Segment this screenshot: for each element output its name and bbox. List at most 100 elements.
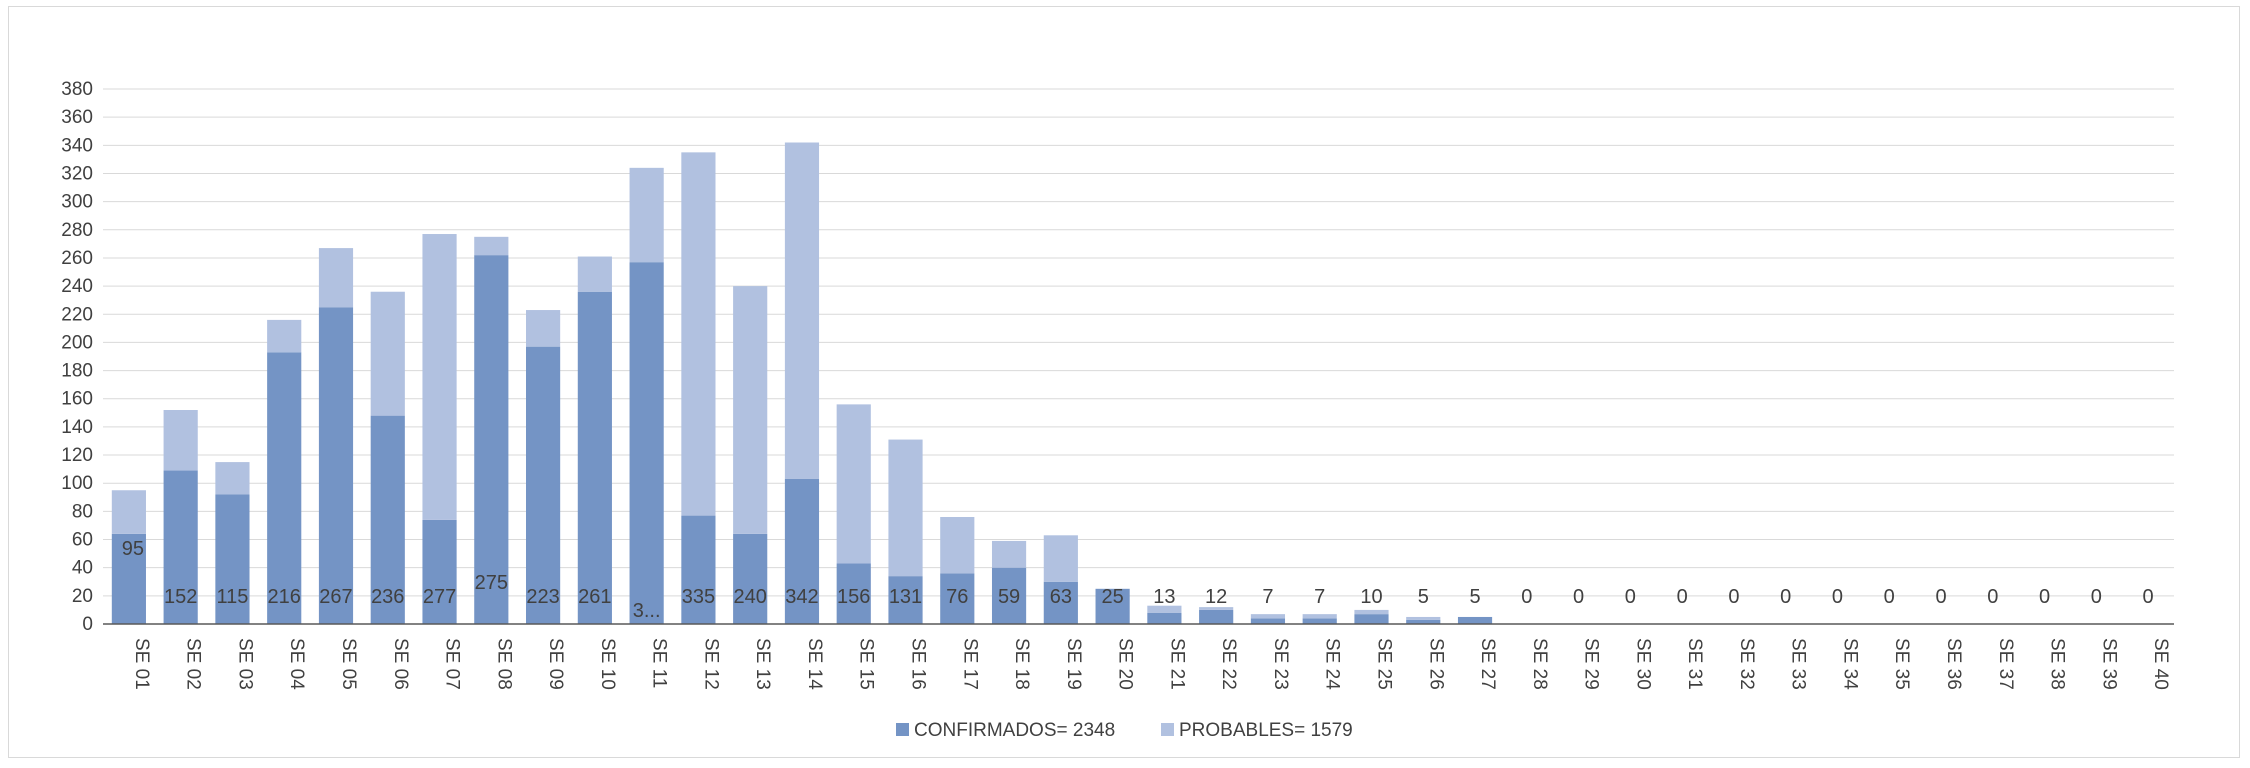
bar-confirmados (784, 478, 820, 624)
x-tick-label: SE 03 (234, 638, 255, 690)
x-tick-label: SE 18 (1011, 638, 1032, 690)
bar-confirmados (1043, 581, 1078, 624)
y-tick-label: 280 (61, 220, 93, 241)
stacked-bar-chart: 0204060801001201401601802002202402602803… (61, 79, 2174, 741)
data-label: 0 (1935, 586, 1946, 608)
bar-confirmados (215, 494, 250, 624)
bar-probables (1250, 614, 1286, 619)
bar-confirmados (318, 307, 354, 624)
data-label: 0 (1728, 586, 1739, 608)
bar-probables (1354, 609, 1389, 615)
y-tick-label: 220 (61, 304, 93, 325)
bar-probables (370, 291, 405, 416)
data-label: 63 (1050, 586, 1072, 608)
x-axis-tick-labels: SE 01 SE 02 SE 03 SE 04 SE 05 SE 06 SE 07 SE 08… (131, 638, 2171, 690)
x-tick-label: SE 17 (959, 638, 980, 690)
bar-probables (267, 319, 302, 353)
data-labels: 95 152 115 216 267 236 277 275 223 261 3... 335 240 3… (122, 538, 2154, 622)
x-tick-label: SE 31 (1684, 638, 1705, 690)
x-tick-label: SE 39 (2098, 638, 2119, 690)
x-tick-label: SE 24 (1322, 638, 1343, 690)
y-tick-label: 180 (61, 361, 93, 382)
data-label: 115 (216, 586, 248, 608)
bar-probables (111, 490, 146, 534)
bar-confirmados (111, 533, 146, 624)
x-tick-label: SE 27 (1477, 638, 1498, 690)
bar-confirmados (163, 470, 198, 624)
data-label: 10 (1360, 586, 1382, 608)
bar-probables (526, 310, 561, 347)
y-tick-label: 80 (72, 501, 93, 522)
bar-confirmados (836, 563, 871, 624)
y-tick-label: 40 (72, 558, 93, 579)
y-tick-label: 20 (72, 586, 93, 607)
bar-probables (1302, 614, 1337, 619)
data-label: 7 (1262, 586, 1273, 608)
x-tick-label: SE 05 (338, 638, 359, 690)
data-label: 0 (1780, 586, 1791, 608)
data-label: 95 (122, 538, 144, 560)
y-tick-label: 60 (72, 530, 93, 551)
bar-confirmados (1095, 588, 1130, 624)
y-axis-tick-labels: 0 20 40 60 80 100 120 140 160 180 200 220 240 260 280 3… (61, 79, 93, 635)
y-tick-label: 340 (61, 135, 93, 156)
x-tick-label: SE 10 (597, 638, 618, 690)
y-tick-label: 0 (82, 614, 93, 635)
x-tick-label: SE 13 (752, 638, 773, 690)
y-tick-label: 380 (61, 79, 93, 100)
data-label: 3... (633, 600, 661, 622)
data-label: 0 (1521, 586, 1532, 608)
y-tick-label: 240 (61, 276, 93, 297)
gridlines (103, 88, 2174, 597)
bar-probables (836, 404, 871, 564)
data-label: 236 (371, 586, 404, 608)
y-tick-label: 140 (61, 417, 93, 438)
data-label: 261 (578, 586, 611, 608)
y-tick-label: 320 (61, 163, 93, 184)
bar-confirmados (577, 291, 612, 624)
x-tick-label: SE 21 (1166, 638, 1187, 690)
x-tick-label: SE 01 (131, 638, 152, 690)
x-tick-label: SE 06 (390, 638, 411, 690)
x-tick-label: SE 15 (856, 638, 877, 690)
bar-probables (215, 462, 250, 495)
data-label: 131 (889, 586, 922, 608)
x-tick-label: SE 25 (1373, 638, 1394, 690)
data-label: 12 (1205, 586, 1227, 608)
x-tick-label: SE 14 (804, 638, 825, 690)
data-label: 0 (1573, 586, 1584, 608)
bar-confirmados (681, 515, 716, 624)
data-label: 156 (837, 586, 870, 608)
bar-probables (888, 439, 923, 577)
x-tick-label: SE 16 (908, 638, 929, 690)
bar-confirmados (526, 346, 561, 624)
data-label: 152 (164, 586, 197, 608)
data-label: 0 (1884, 586, 1895, 608)
legend-label-confirmados: CONFIRMADOS= 2348 (914, 720, 1115, 741)
x-tick-label: SE 36 (1943, 638, 1964, 690)
chart-frame: 0 20 40 60 80 100 120 140 160 180 200 220 240 260 280 3… (8, 6, 2240, 758)
data-label: 0 (2091, 586, 2102, 608)
x-tick-label: SE 19 (1063, 638, 1084, 690)
x-tick-label: SE 40 (2150, 638, 2171, 690)
data-label: 216 (268, 586, 301, 608)
bar-probables (318, 248, 354, 308)
bar-probables (474, 236, 509, 256)
bar-probables (940, 517, 975, 574)
data-label: 76 (946, 586, 968, 608)
bar-confirmados (267, 352, 302, 624)
y-tick-label: 100 (61, 473, 93, 494)
x-tick-label: SE 35 (1891, 638, 1912, 690)
data-label: 5 (1469, 586, 1480, 608)
bar-confirmados (1406, 619, 1441, 624)
bar-confirmados (422, 519, 457, 624)
x-tick-label: SE 04 (286, 638, 307, 690)
data-label: 7 (1314, 586, 1325, 608)
legend-swatch-confirmados (896, 723, 909, 736)
x-tick-label: SE 07 (442, 638, 463, 690)
data-label: 0 (1677, 586, 1688, 608)
bar-confirmados (733, 533, 768, 624)
bar-confirmados (370, 415, 405, 624)
x-tick-label: SE 22 (1218, 638, 1239, 690)
bars (111, 142, 1493, 624)
